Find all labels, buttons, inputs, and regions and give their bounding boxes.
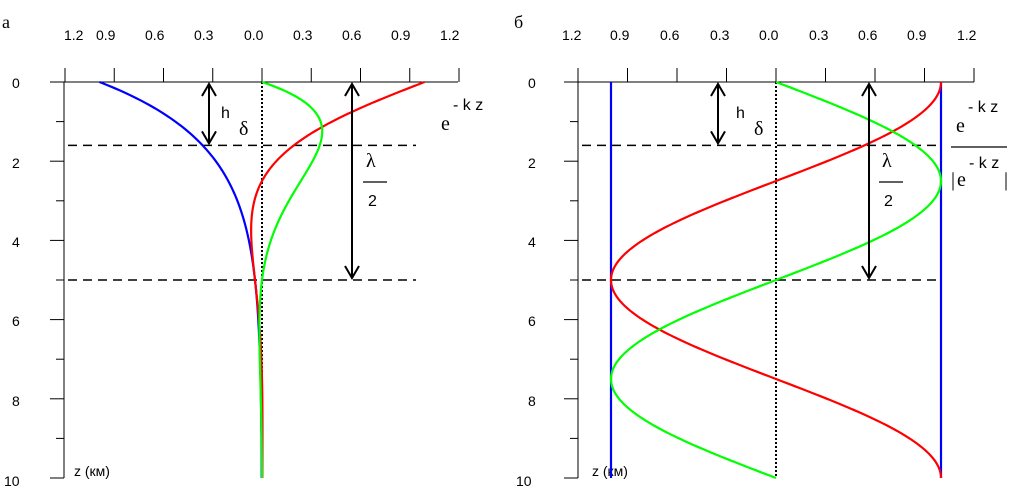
x-tick-label: 1.2 — [64, 27, 84, 43]
arrows-b — [710, 82, 877, 280]
skin-depth-arrow-head-top — [201, 82, 217, 97]
curves-b — [609, 80, 943, 480]
axes-b — [564, 68, 975, 479]
annotations-b: h δ λ 2 e - k z | e - k z | — [736, 99, 1008, 210]
half-wavelength-arrow-head-bottom — [344, 265, 360, 280]
x-tick-label: 0.3 — [293, 27, 313, 43]
curves-a — [99, 80, 425, 479]
sin-curve — [609, 80, 943, 480]
y-axis-label-a: z (км) — [74, 463, 110, 479]
y-tick-label: 4 — [528, 234, 536, 250]
cos-curve — [250, 80, 425, 479]
y-tick-label: 2 — [12, 155, 20, 171]
x-tick-label: 0.6 — [660, 27, 680, 43]
abs-bar-right: | — [1004, 169, 1008, 191]
delta-label: δ — [239, 118, 248, 140]
panel-letter-b: б — [514, 12, 523, 32]
panel-b: б 1.2 0.9 0.6 0.3 0.0 0.3 0.6 0.9 1.2 0 … — [514, 12, 1008, 489]
x-tick-label: 0.6 — [858, 27, 878, 43]
x-tick-label: 0.0 — [759, 27, 779, 43]
sin-curve — [258, 80, 324, 479]
exp-power: - k z — [453, 97, 483, 114]
y-tick-label: 10 — [4, 473, 20, 489]
y-tick-label: 6 — [528, 313, 536, 329]
x-tick-label: 0.9 — [391, 27, 411, 43]
x-tick-labels-a: 1.2 0.9 0.6 0.3 0.0 0.3 0.6 0.9 1.2 — [64, 27, 460, 43]
abs-bar-left: | — [951, 169, 955, 191]
y-tick-labels-a: 0 2 4 6 8 10 — [4, 75, 20, 489]
x-tick-label: 1.2 — [562, 27, 582, 43]
delta-label: δ — [754, 118, 763, 140]
half-wavelength-arrow-head-bottom — [861, 265, 877, 280]
exp-base: e — [441, 113, 450, 135]
y-tick-label: 0 — [12, 75, 20, 91]
panel-a: а 1.2 0.9 0.6 0.3 0.0 0.3 0.6 0.9 1.2 0 … — [2, 12, 483, 489]
exp-base: e — [956, 115, 965, 137]
x-tick-label: 0.3 — [194, 27, 214, 43]
x-tick-label: 0.0 — [244, 27, 264, 43]
x-tick-label: 0.9 — [907, 27, 927, 43]
y-tick-label: 0 — [528, 75, 536, 91]
x-tick-labels-b: 1.2 0.9 0.6 0.3 0.0 0.3 0.6 0.9 1.2 — [562, 27, 977, 43]
y-tick-label: 2 — [528, 155, 536, 171]
arrows-a — [201, 82, 360, 280]
exp-power: - k z — [968, 99, 998, 116]
half-wavelength-arrow-head-top — [344, 82, 360, 97]
y-tick-label: 4 — [12, 234, 20, 250]
y-tick-label: 10 — [516, 473, 532, 489]
half-wavelength-arrow-head-top — [861, 82, 877, 97]
y-tick-label: 8 — [12, 393, 20, 409]
exp-base-denominator: e — [957, 169, 966, 191]
x-tick-label: 1.2 — [957, 27, 977, 43]
exp-power-denominator: - k z — [969, 155, 999, 172]
y-tick-label: 8 — [528, 393, 536, 409]
y-tick-labels-b: 0 2 4 6 8 10 — [516, 75, 536, 489]
x-tick-label: 1.2 — [440, 27, 460, 43]
x-tick-label: 0.3 — [809, 27, 829, 43]
skin-depth-arrow-head-top — [710, 82, 726, 97]
two-label: 2 — [884, 193, 893, 210]
lambda-label: λ — [366, 150, 376, 172]
lambda-label: λ — [882, 150, 892, 172]
skin-depth-arrow-head-bottom — [201, 130, 217, 146]
x-tick-label: 0.9 — [96, 27, 116, 43]
annotations-a: h δ λ 2 e - k z — [221, 97, 483, 210]
skin-depth-arrow-head-bottom — [710, 130, 726, 146]
h-label: h — [736, 105, 745, 122]
h-label: h — [221, 105, 230, 122]
x-tick-label: 0.6 — [342, 27, 362, 43]
x-tick-label: 0.3 — [710, 27, 730, 43]
two-label: 2 — [368, 193, 377, 210]
panel-letter-a: а — [2, 12, 10, 32]
x-tick-label: 0.6 — [145, 27, 165, 43]
x-tick-label: 0.9 — [610, 27, 630, 43]
y-tick-label: 6 — [12, 313, 20, 329]
depth-markers-a — [68, 144, 416, 281]
cos-curve — [609, 81, 943, 479]
